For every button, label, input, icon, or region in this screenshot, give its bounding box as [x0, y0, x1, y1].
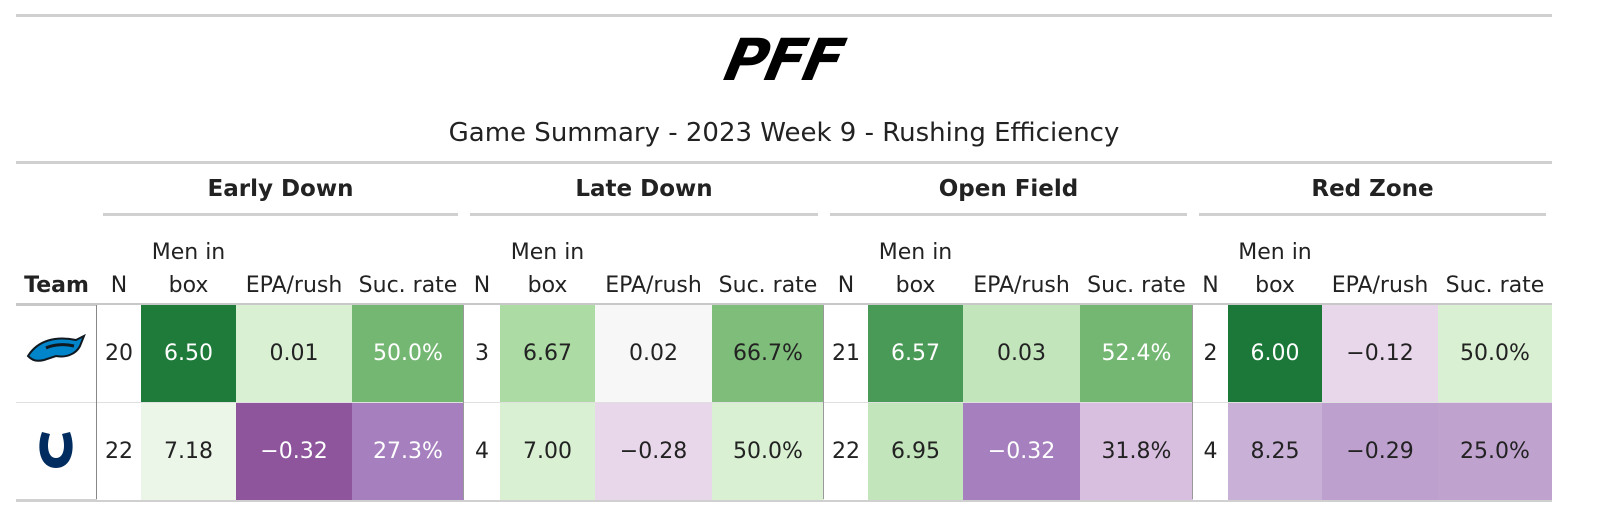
table-cell: −0.32 [236, 403, 352, 500]
table-cell: −0.32 [963, 403, 1080, 500]
table-cell: 25.0% [1438, 403, 1552, 500]
column-separator [1192, 305, 1193, 499]
table-cell: 6.57 [868, 305, 963, 402]
column-header: EPA/rush [1331, 273, 1429, 298]
column-separator [96, 305, 97, 499]
group-rule [470, 213, 818, 216]
table-cell: 8.25 [1228, 403, 1322, 500]
table-cell: −0.29 [1322, 403, 1438, 500]
column-header: EPA/rush [605, 273, 702, 298]
table-cell: 22 [97, 403, 141, 500]
group-rule [1199, 213, 1546, 216]
table-cell: 6.00 [1228, 305, 1322, 402]
column-header: EPA/rush [973, 273, 1070, 298]
table-cell: 6.50 [141, 305, 236, 402]
logo: PFF [718, 26, 850, 94]
column-header: EPA/rush [245, 273, 343, 298]
table-cell: 4 [464, 403, 500, 500]
table-cell: 20 [97, 305, 141, 402]
column-header: N [1202, 273, 1219, 298]
colts-logo [39, 432, 73, 468]
column-header: Men in box [510, 240, 585, 298]
top-rule [16, 14, 1552, 17]
column-header: N [110, 273, 128, 298]
column-header: Men in box [151, 240, 226, 298]
table-cell: 50.0% [1438, 305, 1552, 402]
title: Game Summary - 2023 Week 9 - Rushing Eff… [448, 118, 1120, 148]
group-header: Late Down [575, 176, 713, 202]
table-cell: 6.95 [868, 403, 963, 500]
panthers-logo [26, 333, 86, 362]
group-header: Open Field [938, 176, 1079, 202]
table-cell: 3 [464, 305, 500, 402]
table-cell: 50.0% [712, 403, 824, 500]
table-cell: −0.12 [1322, 305, 1438, 402]
column-rule [16, 303, 1552, 306]
column-separator [463, 305, 464, 499]
column-header: Men in box [878, 240, 953, 298]
column-header: Men in box [1238, 240, 1312, 298]
table-cell: 0.01 [236, 305, 352, 402]
table-cell: 21 [824, 305, 868, 402]
table-cell: 4 [1193, 403, 1228, 500]
table-cell: 0.02 [595, 305, 712, 402]
table-cell: 2 [1193, 305, 1228, 402]
table-cell: 7.18 [141, 403, 236, 500]
header-rule [16, 161, 1552, 164]
group-header: Early Down [207, 176, 354, 202]
table-cell: 66.7% [712, 305, 824, 402]
column-separator [823, 305, 824, 499]
column-header: N [837, 273, 855, 298]
table-cell: 50.0% [352, 305, 464, 402]
team-header: Team [24, 273, 89, 298]
group-rule [103, 213, 458, 216]
row-rule [16, 402, 1552, 403]
column-header: Suc. rate [1445, 273, 1545, 298]
column-header: Suc. rate [358, 273, 458, 298]
table-cell: 27.3% [352, 403, 464, 500]
group-rule [830, 213, 1187, 216]
column-header: Suc. rate [1087, 273, 1186, 298]
group-header: Red Zone [1311, 176, 1434, 202]
column-header: Suc. rate [718, 273, 818, 298]
bottom-rule [16, 499, 1552, 502]
column-header: N [473, 273, 491, 298]
table-cell: 6.67 [500, 305, 595, 402]
table-cell: 22 [824, 403, 868, 500]
table-cell: −0.28 [595, 403, 712, 500]
table-cell: 7.00 [500, 403, 595, 500]
table-cell: 0.03 [963, 305, 1080, 402]
table-cell: 31.8% [1080, 403, 1193, 500]
table-cell: 52.4% [1080, 305, 1193, 402]
